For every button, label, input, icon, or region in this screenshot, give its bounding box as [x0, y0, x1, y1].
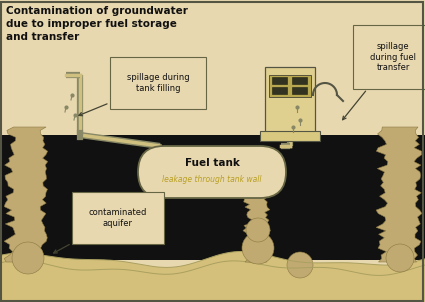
Polygon shape	[242, 160, 272, 262]
Polygon shape	[0, 135, 425, 260]
Bar	[265, 67, 315, 135]
Circle shape	[12, 242, 44, 274]
Bar	[272, 77, 287, 84]
Polygon shape	[4, 127, 48, 262]
Circle shape	[386, 244, 414, 272]
Text: spillage
during fuel
transfer: spillage during fuel transfer	[343, 42, 416, 120]
Bar	[269, 75, 311, 97]
Circle shape	[242, 232, 274, 264]
Text: Contamination of groundwater
due to improper fuel storage
and transfer: Contamination of groundwater due to impr…	[6, 6, 188, 42]
Bar	[260, 131, 320, 141]
Bar	[272, 87, 287, 94]
Circle shape	[246, 218, 270, 242]
FancyBboxPatch shape	[138, 146, 286, 198]
Text: leakage through tank wall: leakage through tank wall	[162, 175, 262, 184]
Polygon shape	[376, 127, 422, 262]
Bar	[292, 87, 307, 94]
Circle shape	[287, 252, 313, 278]
Text: spillage during
tank filling: spillage during tank filling	[79, 73, 189, 116]
Bar	[292, 77, 307, 84]
Polygon shape	[0, 252, 425, 302]
Text: Fuel tank: Fuel tank	[184, 158, 239, 168]
Text: contaminated
aquifer: contaminated aquifer	[54, 208, 147, 253]
